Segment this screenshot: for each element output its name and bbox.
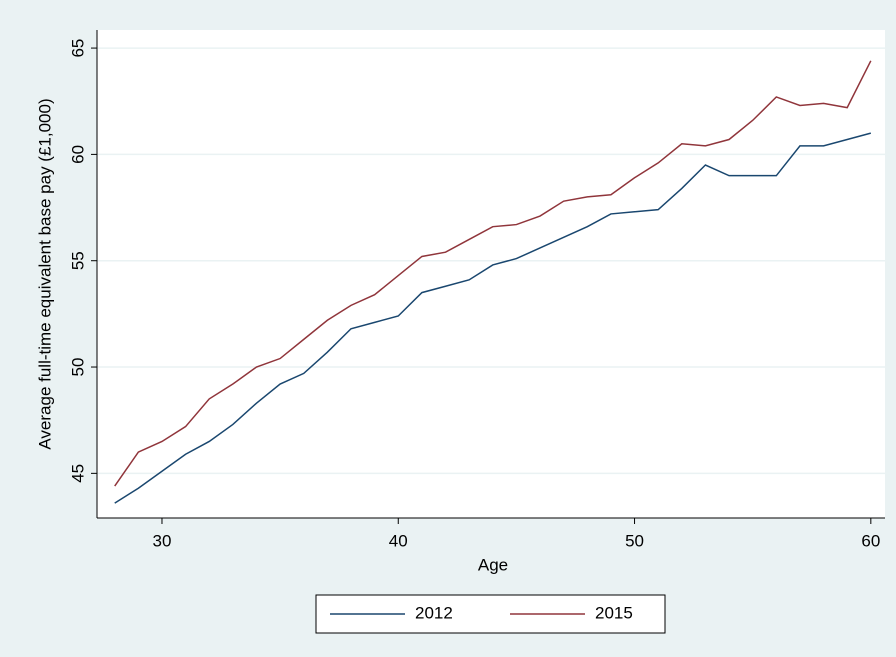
x-tick-label: 60 (861, 531, 880, 550)
y-tick-label: 60 (68, 145, 87, 164)
y-tick-label: 50 (68, 358, 87, 377)
x-tick-label: 50 (625, 531, 644, 550)
legend: 2012 2015 (315, 594, 666, 634)
x-tick-label: 40 (389, 531, 408, 550)
plot-area (97, 30, 885, 518)
y-tick-label: 65 (68, 39, 87, 58)
y-axis-title: Average full-time equivalent base pay (£… (35, 98, 54, 449)
x-axis-title: Age (478, 555, 508, 574)
y-tick-label: 45 (68, 464, 87, 483)
line-series (114, 60, 872, 487)
y-tick-label: 55 (68, 251, 87, 270)
line-series (114, 132, 872, 504)
x-tick-label: 30 (153, 531, 172, 550)
legend-label: 2012 (415, 603, 453, 622)
legend-label: 2015 (595, 603, 633, 622)
legend-box (315, 594, 666, 634)
